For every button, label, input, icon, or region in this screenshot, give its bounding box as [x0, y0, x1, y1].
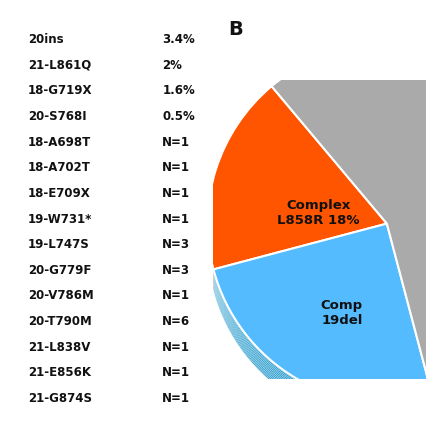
- Wedge shape: [207, 92, 386, 275]
- Wedge shape: [213, 229, 426, 408]
- Text: N=1: N=1: [162, 289, 190, 302]
- Wedge shape: [213, 224, 426, 403]
- Text: 20-V786M: 20-V786M: [28, 289, 93, 302]
- Text: B: B: [228, 20, 243, 39]
- Wedge shape: [213, 238, 426, 417]
- Wedge shape: [271, 63, 426, 414]
- Wedge shape: [213, 224, 426, 403]
- Wedge shape: [271, 47, 426, 399]
- Wedge shape: [213, 242, 426, 420]
- Text: Comp
19del: Comp 19del: [320, 298, 362, 326]
- Wedge shape: [207, 89, 386, 271]
- Text: 21-L838V: 21-L838V: [28, 340, 90, 353]
- Wedge shape: [207, 103, 386, 285]
- Wedge shape: [213, 234, 426, 413]
- Wedge shape: [207, 101, 386, 284]
- Wedge shape: [271, 61, 426, 413]
- Wedge shape: [207, 90, 386, 273]
- Text: N=1: N=1: [162, 187, 190, 199]
- Text: 21-L861Q: 21-L861Q: [28, 59, 91, 72]
- Wedge shape: [271, 58, 426, 409]
- Wedge shape: [207, 108, 386, 291]
- Text: 20-S768I: 20-S768I: [28, 110, 86, 123]
- Text: N=1: N=1: [162, 212, 190, 225]
- Text: 3.4%: 3.4%: [162, 33, 195, 46]
- Wedge shape: [271, 64, 426, 416]
- Wedge shape: [213, 233, 426, 412]
- Text: 21-E856K: 21-E856K: [28, 366, 91, 378]
- Text: 1.6%: 1.6%: [162, 84, 195, 97]
- Text: N=1: N=1: [162, 340, 190, 353]
- Wedge shape: [271, 45, 426, 397]
- Wedge shape: [213, 236, 426, 415]
- Wedge shape: [271, 56, 426, 408]
- Wedge shape: [207, 104, 386, 287]
- Wedge shape: [207, 96, 386, 279]
- Text: 19-L747S: 19-L747S: [28, 238, 89, 250]
- Text: Complex
L858R 18%: Complex L858R 18%: [276, 199, 359, 227]
- Text: 2%: 2%: [162, 59, 182, 72]
- Wedge shape: [213, 245, 426, 424]
- Wedge shape: [213, 227, 426, 406]
- Text: N=1: N=1: [162, 366, 190, 378]
- Wedge shape: [213, 240, 426, 419]
- Wedge shape: [213, 231, 426, 410]
- Wedge shape: [271, 54, 426, 406]
- Wedge shape: [271, 66, 426, 418]
- Wedge shape: [271, 52, 426, 404]
- Text: 18-A702T: 18-A702T: [28, 161, 90, 174]
- Wedge shape: [271, 45, 426, 397]
- Text: 18-A698T: 18-A698T: [28, 135, 91, 148]
- Text: N=3: N=3: [162, 238, 190, 250]
- Text: 20-G779F: 20-G779F: [28, 263, 91, 276]
- Wedge shape: [207, 98, 386, 280]
- Text: 20ins: 20ins: [28, 33, 63, 46]
- Text: 20-T790M: 20-T790M: [28, 314, 91, 327]
- Wedge shape: [207, 106, 386, 289]
- Wedge shape: [207, 94, 386, 277]
- Text: 18-E709X: 18-E709X: [28, 187, 90, 199]
- Text: N=1: N=1: [162, 135, 190, 148]
- Wedge shape: [271, 49, 426, 400]
- Wedge shape: [207, 99, 386, 282]
- Text: N=3: N=3: [162, 263, 190, 276]
- Wedge shape: [271, 59, 426, 411]
- Text: 21-G874S: 21-G874S: [28, 391, 92, 404]
- Wedge shape: [207, 87, 386, 270]
- Wedge shape: [213, 226, 426, 405]
- Text: 19-W731*: 19-W731*: [28, 212, 92, 225]
- Text: N=6: N=6: [162, 314, 190, 327]
- Text: 18-G719X: 18-G719X: [28, 84, 92, 97]
- Text: 0.5%: 0.5%: [162, 110, 195, 123]
- Text: N=1: N=1: [162, 161, 190, 174]
- Wedge shape: [213, 243, 426, 422]
- Text: N=1: N=1: [162, 391, 190, 404]
- Wedge shape: [207, 87, 386, 270]
- Wedge shape: [271, 50, 426, 402]
